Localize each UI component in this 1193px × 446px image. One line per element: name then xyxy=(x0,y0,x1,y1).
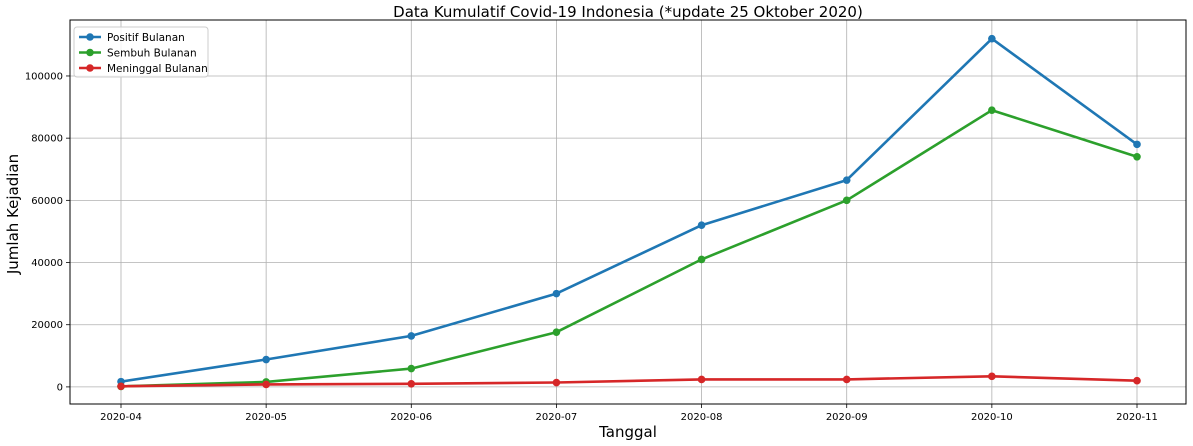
series-line xyxy=(120,37,1138,383)
x-tick-label: 2020-08 xyxy=(681,412,723,423)
data-point xyxy=(842,196,851,205)
data-point xyxy=(1133,140,1141,149)
data-point xyxy=(552,289,561,298)
legend-marker xyxy=(86,48,94,57)
plot-area xyxy=(70,20,1186,404)
legend-entries: Positif Bulanan Sembuh Bulanan Meninggal B… xyxy=(79,32,208,75)
legend-marker xyxy=(86,64,94,72)
data-point xyxy=(407,364,416,373)
grid xyxy=(70,20,1186,404)
data-point xyxy=(697,375,706,384)
data-point xyxy=(117,382,125,391)
legend-label: Meninggal Bulanan xyxy=(107,63,208,75)
data-point xyxy=(552,378,561,387)
y-tick-label: 0 xyxy=(57,382,63,393)
data-point xyxy=(842,375,851,384)
data-point xyxy=(988,372,996,381)
ticks: 2020-04 2020-05 2020-06 2020-07 2020-08 2020-… xyxy=(25,71,1158,423)
data-point xyxy=(552,328,561,336)
legend-box xyxy=(73,26,209,78)
y-tick-label: 100000 xyxy=(25,71,63,82)
data-point xyxy=(988,34,996,43)
series-2 xyxy=(117,372,1141,391)
data-point xyxy=(842,176,851,184)
data-point xyxy=(697,221,706,230)
y-tick-label: 60000 xyxy=(31,196,63,207)
y-tick-label: 20000 xyxy=(31,320,63,331)
legend: Positif Bulanan Sembuh Bulanan Meninggal B… xyxy=(73,26,209,78)
data-point xyxy=(1133,376,1141,385)
data-point xyxy=(262,355,270,364)
series-line xyxy=(120,374,1138,388)
data-point xyxy=(1133,153,1141,161)
legend-label: Positif Bulanan xyxy=(107,32,185,44)
x-tick-label: 2020-07 xyxy=(536,412,578,423)
x-axis-label: Tanggal xyxy=(598,423,657,441)
series-layer xyxy=(117,34,1141,391)
y-tick-label: 80000 xyxy=(31,134,63,145)
data-point xyxy=(262,380,270,389)
x-tick-label: 2020-05 xyxy=(245,412,287,423)
x-tick-label: 2020-06 xyxy=(390,412,432,423)
data-point xyxy=(988,106,996,114)
data-point xyxy=(697,255,706,264)
data-point xyxy=(407,332,416,340)
x-tick-label: 2020-04 xyxy=(100,412,142,423)
y-axis-label: Jumlah Kejadian xyxy=(4,154,22,275)
x-tick-label: 2020-10 xyxy=(971,412,1013,423)
x-tick-label: 2020-09 xyxy=(826,412,868,423)
series-line xyxy=(120,108,1138,388)
legend-label: Sembuh Bulanan xyxy=(107,48,197,60)
y-tick-label: 40000 xyxy=(31,258,63,269)
chart-title: Data Kumulatif Covid-19 Indonesia (*upda… xyxy=(393,3,863,21)
data-point xyxy=(407,379,416,388)
x-tick-label: 2020-11 xyxy=(1116,412,1158,423)
plot-frame xyxy=(69,19,1187,405)
legend-marker xyxy=(86,33,94,41)
